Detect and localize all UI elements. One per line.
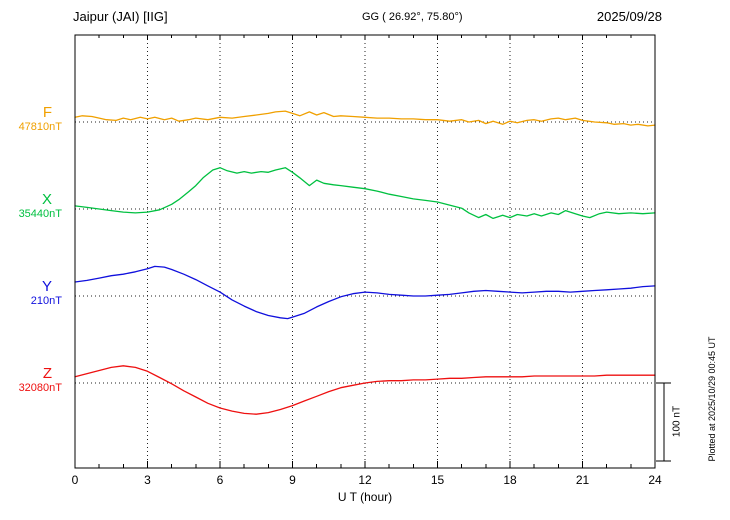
scale-bar-label: 100 nT — [671, 405, 683, 438]
series-baseline-z: 32080nT — [18, 382, 62, 394]
series-baseline-y: 210nT — [30, 295, 62, 307]
station-title: Jaipur (JAI) [IIG] — [73, 9, 168, 24]
trace-f — [74, 110, 656, 127]
plot-frame — [74, 34, 656, 469]
series-letter-y: Y — [41, 278, 52, 295]
x-tick-0: 0 — [71, 473, 79, 487]
series-label-f: F 47810nT — [0, 104, 64, 134]
trace-y — [74, 265, 656, 320]
x-axis-label: U T (hour) — [337, 490, 393, 504]
series-letter-f: F — [42, 104, 52, 121]
series-label-x: X 35440nT — [0, 191, 64, 221]
series-label-y: Y 210nT — [0, 278, 64, 308]
x-tick-6: 6 — [216, 473, 224, 487]
series-letter-z: Z — [42, 365, 52, 382]
series-baseline-x: 35440nT — [18, 208, 62, 220]
plotted-at-note: Plotted at 2025/10/29 00:45 UT — [707, 336, 717, 462]
series-label-z: Z 32080nT — [0, 365, 64, 395]
trace-x — [74, 167, 656, 220]
x-tick-24: 24 — [648, 473, 662, 487]
x-tick-3: 3 — [144, 473, 151, 487]
series-letter-x: X — [41, 191, 52, 208]
plot-date: 2025/09/28 — [596, 9, 662, 24]
x-tick-9: 9 — [289, 473, 296, 487]
x-tick-18: 18 — [503, 473, 517, 487]
x-tick-15: 15 — [430, 473, 445, 487]
x-tick-21: 21 — [575, 473, 590, 487]
x-tick-12: 12 — [358, 473, 372, 487]
series-baseline-f: 47810nT — [18, 121, 62, 133]
geographic-coordinates: GG ( 26.92°, 75.80°) — [362, 11, 463, 23]
trace-z — [74, 365, 656, 415]
